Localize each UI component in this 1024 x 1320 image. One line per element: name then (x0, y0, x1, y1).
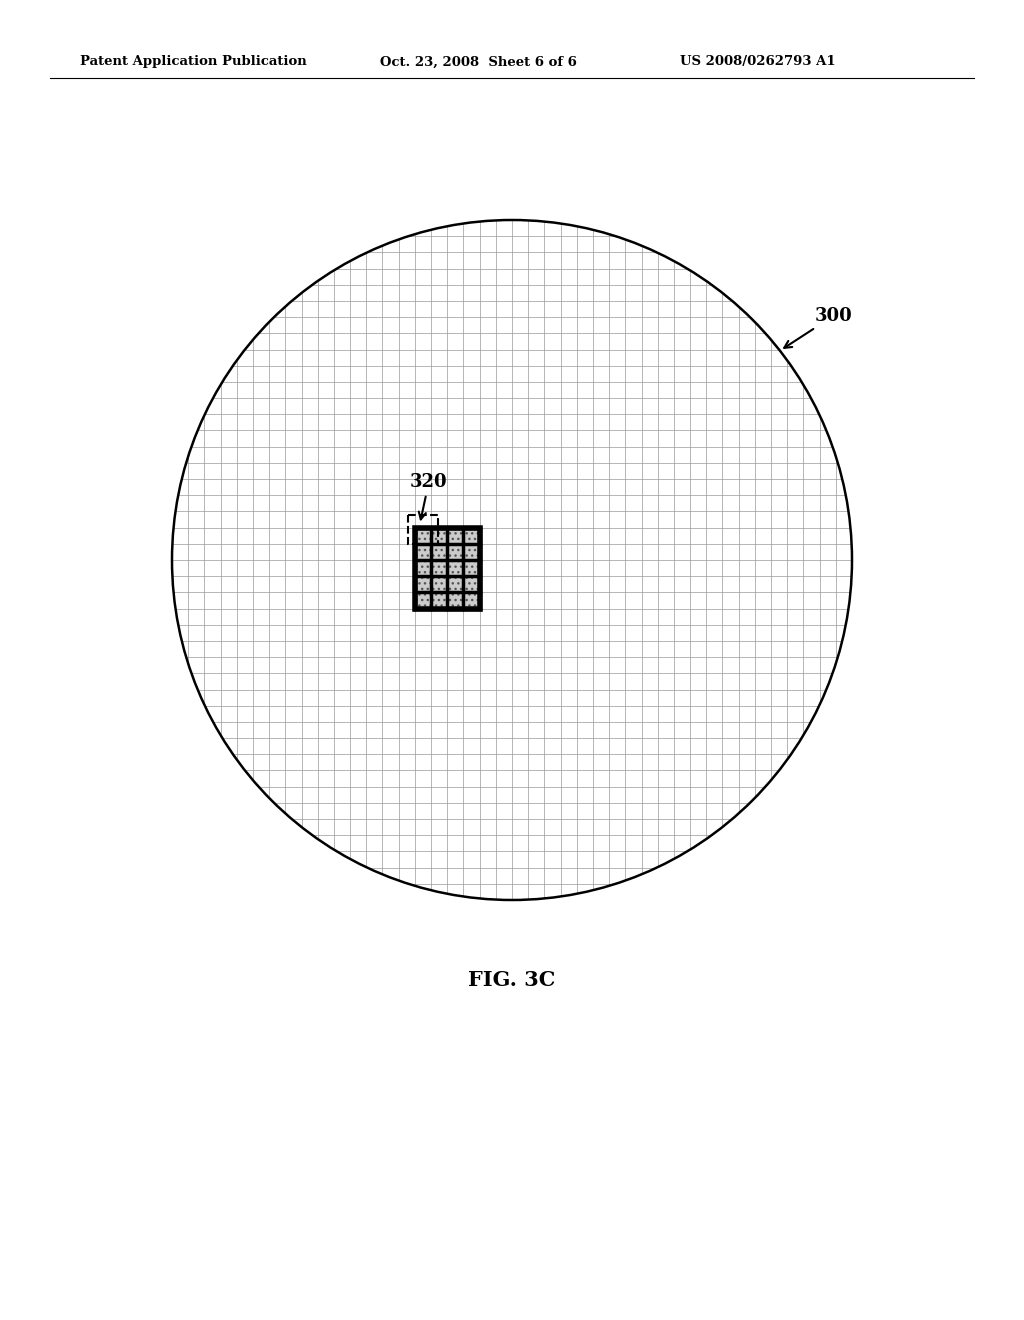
Text: Oct. 23, 2008  Sheet 6 of 6: Oct. 23, 2008 Sheet 6 of 6 (380, 55, 577, 69)
Bar (447, 560, 464, 577)
Bar (447, 528, 464, 544)
Bar (464, 593, 479, 609)
Bar (431, 593, 447, 609)
Bar (464, 544, 479, 560)
Bar (447, 593, 464, 609)
Bar (464, 577, 479, 593)
Bar (431, 577, 447, 593)
Bar (415, 577, 431, 593)
Bar (431, 544, 447, 560)
Bar (415, 593, 431, 609)
Bar (415, 560, 431, 577)
Text: 300: 300 (784, 306, 853, 348)
Bar (431, 560, 447, 577)
Text: Patent Application Publication: Patent Application Publication (80, 55, 307, 69)
Bar (415, 544, 431, 560)
Bar (431, 544, 447, 560)
Bar (415, 528, 431, 544)
Bar (415, 577, 431, 593)
Bar (464, 577, 479, 593)
Bar (415, 593, 431, 609)
Bar (447, 577, 464, 593)
Bar (431, 528, 447, 544)
Bar (415, 544, 431, 560)
Bar (415, 560, 431, 577)
Bar (431, 560, 447, 577)
Bar (464, 528, 479, 544)
Bar (447, 544, 464, 560)
Bar (464, 593, 479, 609)
Bar (464, 560, 479, 577)
Bar (447, 528, 464, 544)
Bar (431, 577, 447, 593)
Text: US 2008/0262793 A1: US 2008/0262793 A1 (680, 55, 836, 69)
Bar (447, 593, 464, 609)
Bar (431, 593, 447, 609)
Bar (447, 544, 464, 560)
Bar (447, 560, 464, 577)
Bar (447, 577, 464, 593)
Bar (409, 515, 437, 544)
Text: 320: 320 (410, 473, 447, 519)
Bar (431, 528, 447, 544)
Bar (464, 544, 479, 560)
Bar (464, 528, 479, 544)
Circle shape (172, 220, 852, 900)
Bar (415, 528, 479, 609)
Bar (415, 528, 431, 544)
Bar (464, 560, 479, 577)
Text: FIG. 3C: FIG. 3C (468, 970, 556, 990)
